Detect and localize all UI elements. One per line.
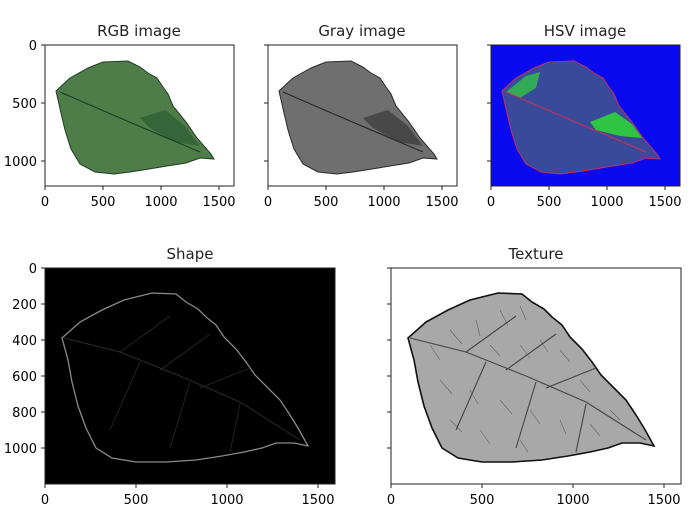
y-tick-label: 200 [12, 298, 37, 313]
x-tick-label: 1000 [556, 493, 589, 508]
y-ticks-shape: 0 200 400 600 800 1000 [4, 262, 45, 457]
leaf-image-shape [61, 292, 310, 463]
axes-hsv: HSV image 0 500 1000 1500 [487, 22, 682, 210]
x-tick-label: 500 [314, 195, 339, 210]
x-tick-label: 1500 [647, 493, 680, 508]
panel-title-shape: Shape [167, 245, 214, 263]
x-tick-label: 1500 [425, 195, 458, 210]
y-tick-label: 1000 [4, 155, 37, 170]
x-tick-label: 0 [387, 493, 395, 508]
x-tick-label: 0 [487, 195, 495, 210]
x-tick-label: 500 [91, 195, 116, 210]
y-tick-label: 600 [12, 370, 37, 385]
y-ticks-hsv [487, 44, 491, 162]
leaf-image-rgb [55, 60, 215, 175]
x-ticks-texture: 0 500 1000 1500 [387, 484, 681, 508]
y-ticks-texture [387, 267, 391, 449]
x-tick-label: 1000 [367, 195, 400, 210]
x-tick-label: 1500 [301, 493, 334, 508]
x-tick-label: 0 [41, 195, 49, 210]
panel-title-texture: Texture [508, 245, 564, 263]
x-tick-label: 0 [41, 493, 49, 508]
axes-shape: Shape 0 500 1000 1500 [4, 245, 336, 508]
x-tick-label: 0 [264, 195, 272, 210]
x-tick-label: 500 [470, 493, 495, 508]
x-tick-label: 1500 [648, 195, 681, 210]
x-tick-label: 1000 [210, 493, 243, 508]
axes-rgb: RGB image 0 500 1000 1500 [4, 22, 236, 210]
axes-frame-hsv [490, 44, 681, 187]
y-ticks-gray [264, 44, 268, 162]
panel-title-hsv: HSV image [544, 22, 627, 40]
x-tick-label: 1500 [202, 195, 235, 210]
y-tick-label: 400 [12, 334, 37, 349]
y-ticks-rgb: 0 500 1000 [4, 39, 45, 170]
axes-gray: Gray image 0 500 1000 1500 [264, 22, 459, 210]
x-tick-label: 500 [124, 493, 149, 508]
y-tick-label: 1000 [4, 442, 37, 457]
axes-frame-gray [267, 44, 458, 187]
leaf-image-texture [407, 292, 656, 463]
axes-frame-rgb [44, 44, 235, 187]
leaf-image-gray [278, 60, 438, 175]
axes-texture: Texture 0 500 1000 1500 [387, 245, 682, 508]
x-ticks-gray: 0 500 1000 1500 [264, 186, 459, 210]
x-tick-label: 1000 [590, 195, 623, 210]
y-tick-label: 0 [29, 262, 37, 277]
x-ticks-hsv: 0 500 1000 1500 [487, 186, 682, 210]
panel-title-gray: Gray image [318, 22, 405, 40]
plot-area-shape [45, 268, 335, 484]
x-ticks-shape: 0 500 1000 1500 [41, 484, 335, 508]
x-ticks-rgb: 0 500 1000 1500 [41, 186, 236, 210]
leaf-image-hsv [501, 60, 661, 175]
panel-title-rgb: RGB image [97, 22, 181, 40]
x-tick-label: 500 [537, 195, 562, 210]
y-tick-label: 500 [12, 97, 37, 112]
y-tick-label: 0 [29, 39, 37, 54]
x-tick-label: 1000 [144, 195, 177, 210]
y-tick-label: 800 [12, 406, 37, 421]
